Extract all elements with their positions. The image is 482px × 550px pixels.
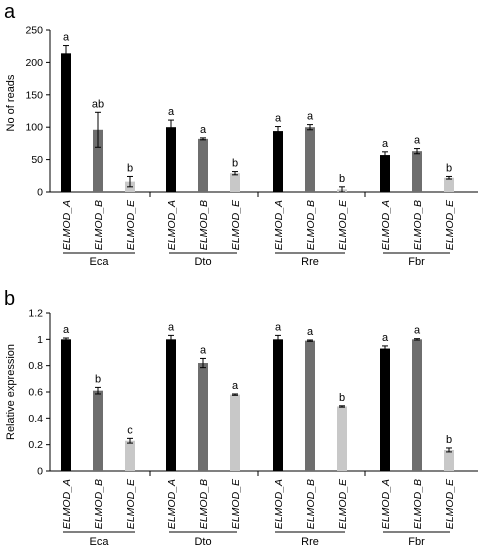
bar-eca-elmod_a xyxy=(61,53,71,192)
category-label: ELMOD_E xyxy=(337,478,349,529)
significance-letter: a xyxy=(275,113,282,125)
category-label: ELMOD_B xyxy=(412,200,424,250)
significance-letter: b xyxy=(339,392,345,404)
category-label: ELMOD_A xyxy=(380,200,392,250)
bar-rre-elmod_a xyxy=(273,131,283,192)
panel-a-letter: a xyxy=(4,1,16,23)
y-tick-label: 0.4 xyxy=(28,413,43,425)
bar-fbr-elmod_a xyxy=(380,155,390,192)
y-tick-label: 0.8 xyxy=(28,360,43,372)
y-tick-label: 200 xyxy=(25,57,43,69)
category-label: ELMOD_E xyxy=(230,199,242,250)
bar-eca-elmod_e xyxy=(125,440,135,471)
significance-letter: b xyxy=(446,162,452,174)
category-label: ELMOD_B xyxy=(412,479,424,529)
category-label: ELMOD_E xyxy=(444,199,456,250)
category-label: ELMOD_A xyxy=(273,479,285,529)
bar-fbr-elmod_b xyxy=(412,151,422,192)
bar-dto-elmod_a xyxy=(166,127,176,192)
bar-eca-elmod_b xyxy=(93,390,103,471)
bar-fbr-elmod_e xyxy=(444,449,454,471)
significance-letter: a xyxy=(63,324,70,336)
bar-rre-elmod_a xyxy=(273,339,283,471)
category-label: ELMOD_A xyxy=(166,479,178,529)
panel-b-chart: 0 0.2 0.4 0.6 0.8 1 1.2 a ELMOD_A b ELMOD_B c ELMOD_… xyxy=(28,308,478,548)
bar-dto-elmod_b xyxy=(198,363,208,471)
group-label-rre: Rre xyxy=(301,536,319,548)
category-label: ELMOD_B xyxy=(305,479,317,529)
panel-b-ylabel: Relative expression xyxy=(5,344,17,440)
bar-dto-elmod_e xyxy=(230,173,240,192)
bar-eca-elmod_a xyxy=(61,339,71,471)
group-label-dto: Dto xyxy=(194,536,211,548)
category-label: ELMOD_A xyxy=(61,479,73,529)
category-label: ELMOD_B xyxy=(198,479,210,529)
group-label-eca: Eca xyxy=(90,536,110,548)
y-tick-label: 0 xyxy=(37,466,43,478)
group-label-fbr: Fbr xyxy=(408,256,425,268)
y-tick-label: 250 xyxy=(25,25,43,37)
significance-letter: a xyxy=(307,326,314,338)
significance-letter: a xyxy=(200,124,207,136)
category-label: ELMOD_E xyxy=(125,478,137,529)
bar-rre-elmod_e xyxy=(337,406,347,471)
bar-fbr-elmod_a xyxy=(380,348,390,471)
y-tick-label: 150 xyxy=(25,89,43,101)
significance-letter: a xyxy=(275,321,282,333)
y-tick-label: 0 xyxy=(37,187,43,199)
y-tick-label: 0.2 xyxy=(28,439,43,451)
significance-letter: a xyxy=(200,344,207,356)
y-tick-label: 50 xyxy=(31,154,43,166)
category-label: ELMOD_E xyxy=(444,478,456,529)
y-tick-label: 100 xyxy=(25,122,43,134)
category-label: ELMOD_B xyxy=(93,479,105,529)
significance-letter: b xyxy=(446,434,452,446)
significance-letter: a xyxy=(307,111,314,123)
category-label: ELMOD_E xyxy=(230,478,242,529)
significance-letter: b xyxy=(95,373,101,385)
significance-letter: b xyxy=(127,162,133,174)
significance-letter: ab xyxy=(92,98,104,110)
category-label: ELMOD_A xyxy=(166,200,178,250)
y-tick-label: 1.2 xyxy=(28,308,43,320)
category-label: ELMOD_A xyxy=(273,200,285,250)
category-label: ELMOD_A xyxy=(61,200,73,250)
group-label-eca: Eca xyxy=(90,256,110,268)
significance-letter: a xyxy=(382,138,389,150)
bar-dto-elmod_a xyxy=(166,339,176,471)
bar-fbr-elmod_e xyxy=(444,177,454,192)
group-label-fbr: Fbr xyxy=(408,536,425,548)
category-label: ELMOD_B xyxy=(305,200,317,250)
bar-rre-elmod_b xyxy=(305,127,315,192)
group-label-rre: Rre xyxy=(301,256,319,268)
bar-dto-elmod_e xyxy=(230,394,240,471)
significance-letter: a xyxy=(63,32,70,44)
category-label: ELMOD_B xyxy=(93,200,105,250)
category-label: ELMOD_B xyxy=(198,200,210,250)
category-label: ELMOD_A xyxy=(380,479,392,529)
significance-letter: a xyxy=(414,135,421,147)
bar-eca-elmod_b xyxy=(93,129,103,192)
significance-letter: a xyxy=(414,325,421,337)
y-tick-label: 0.6 xyxy=(28,387,43,399)
significance-letter: b xyxy=(232,158,238,170)
significance-letter: a xyxy=(232,380,239,392)
significance-letter: a xyxy=(168,321,175,333)
bar-rre-elmod_b xyxy=(305,340,315,471)
significance-letter: a xyxy=(382,332,389,344)
category-label: ELMOD_E xyxy=(337,199,349,250)
category-label: ELMOD_E xyxy=(125,199,137,250)
panel-b-letter: b xyxy=(4,288,15,310)
y-tick-label: 1 xyxy=(37,334,43,346)
panel-a-ylabel: No of reads xyxy=(5,74,17,131)
bar-dto-elmod_b xyxy=(198,138,208,192)
significance-letter: a xyxy=(168,106,175,118)
bar-fbr-elmod_b xyxy=(412,339,422,471)
panel-a-chart: 050100150200250aELMOD_AabELMOD_BbELMOD_E… xyxy=(25,25,478,268)
significance-letter: b xyxy=(339,173,345,185)
significance-letter: c xyxy=(127,424,133,436)
group-label-dto: Dto xyxy=(194,256,211,268)
